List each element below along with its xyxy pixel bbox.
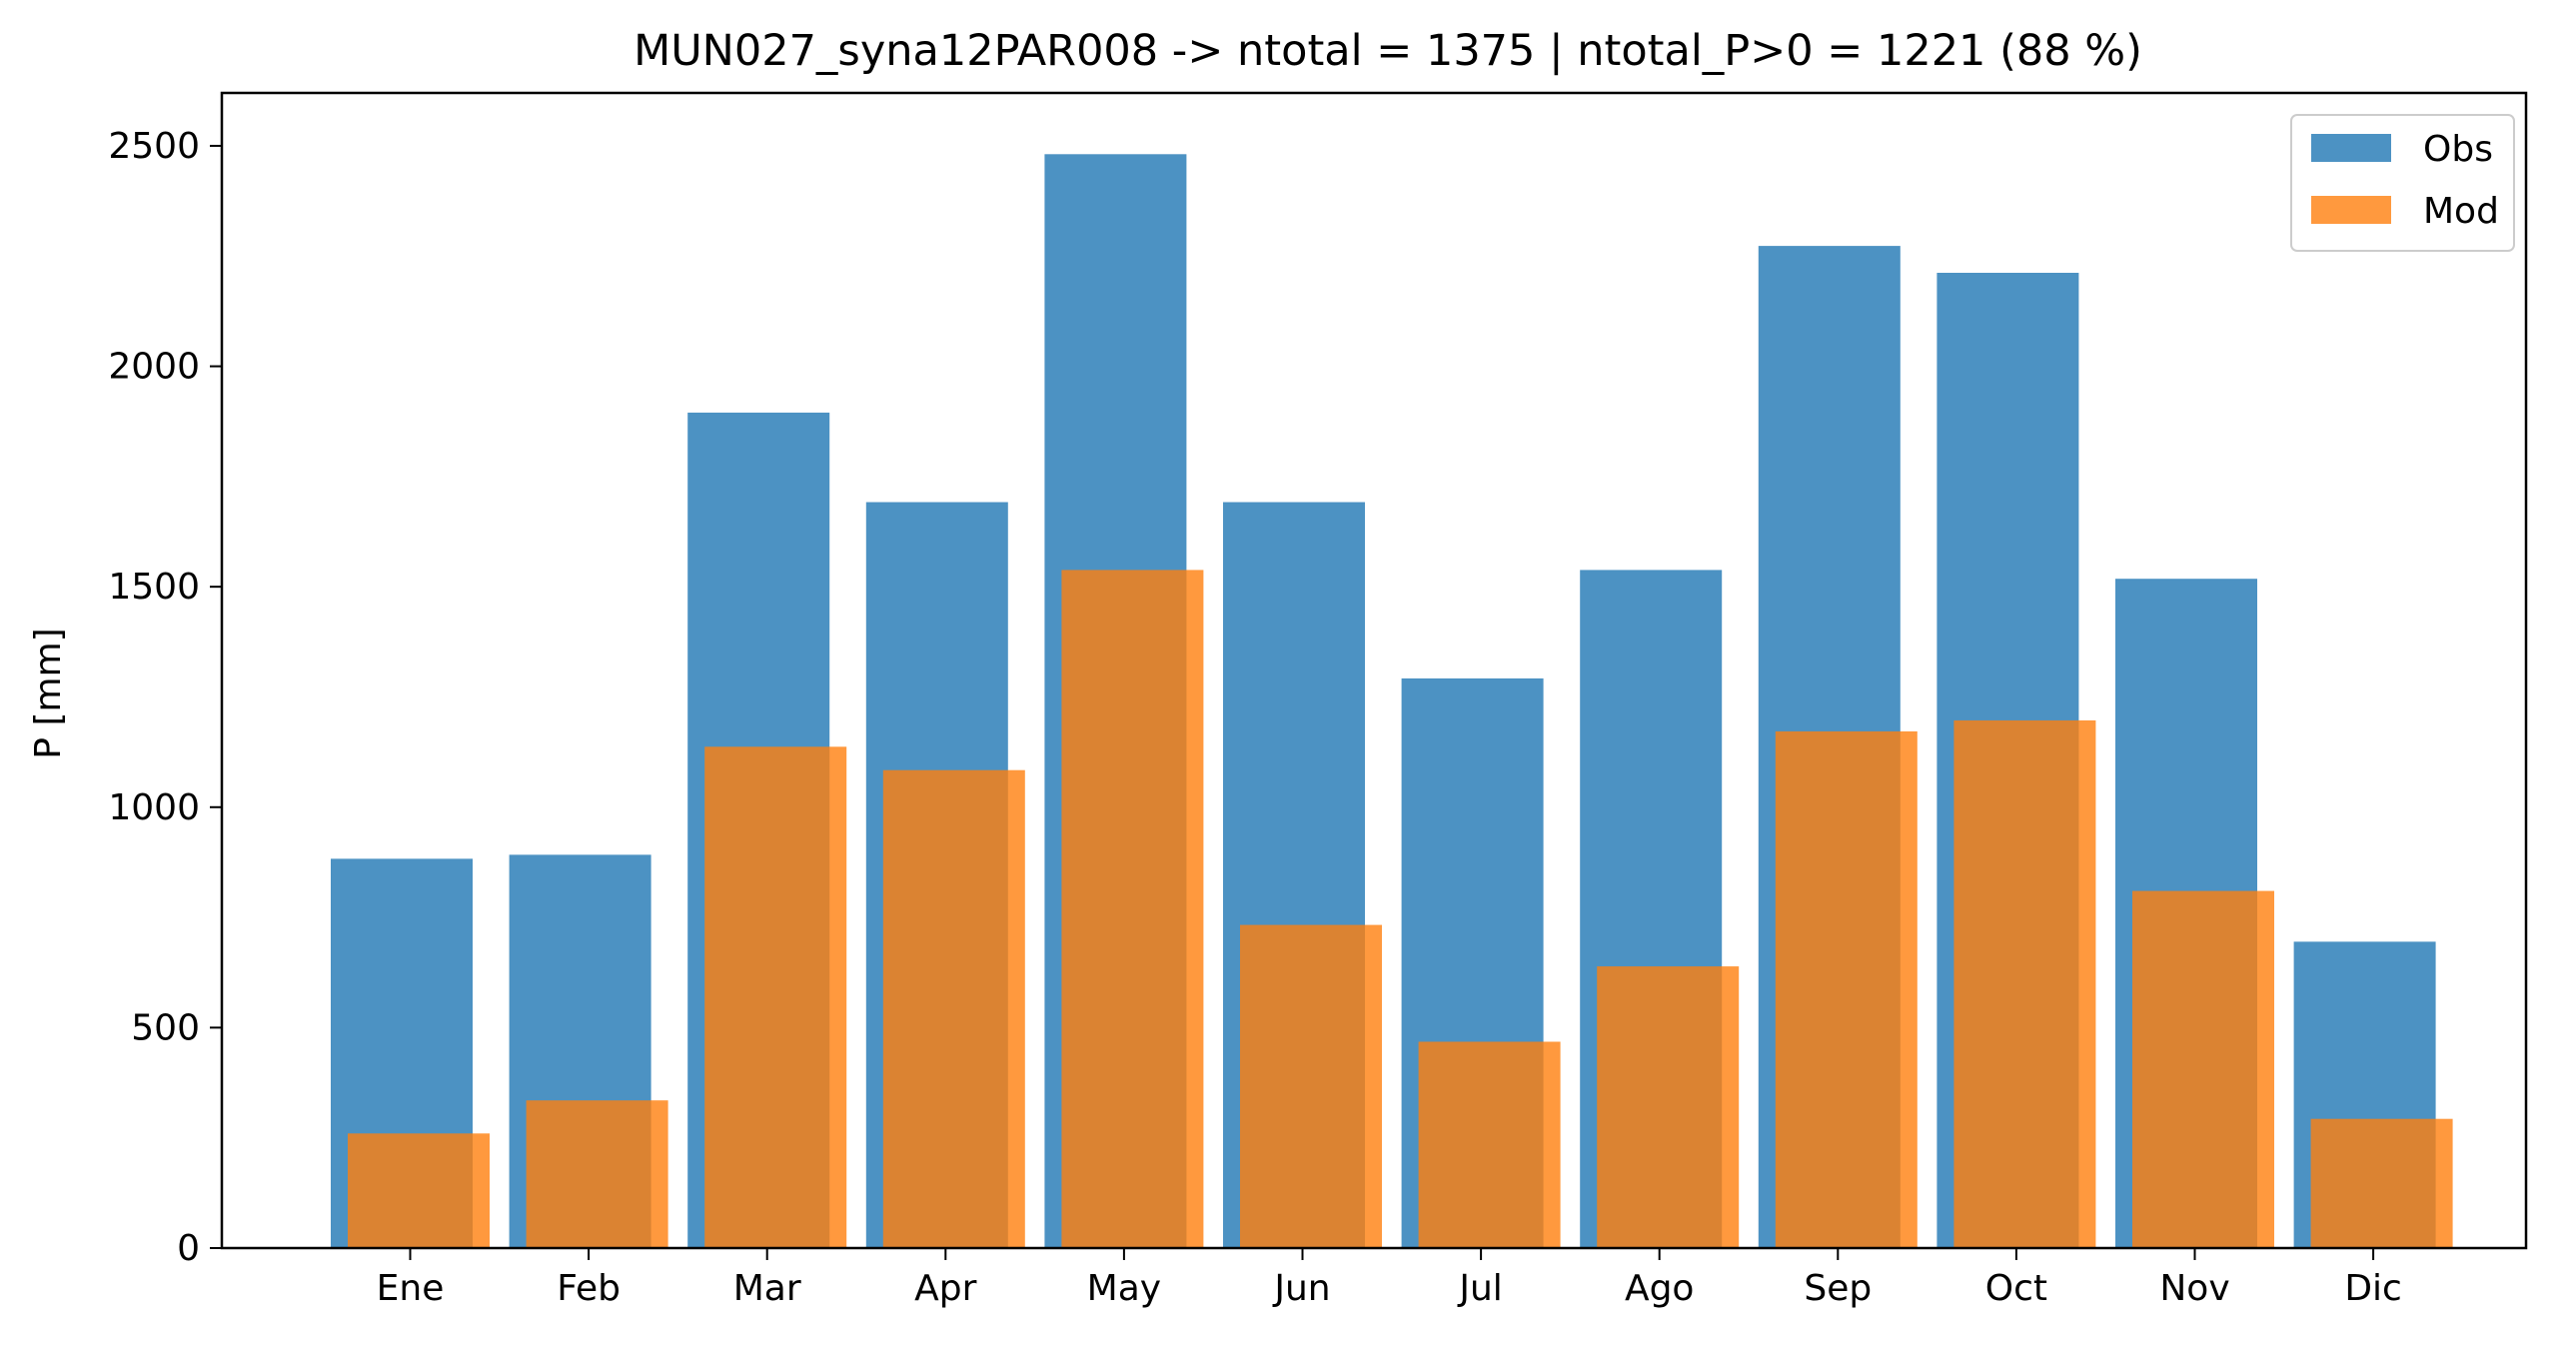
bar-mod-ene bbox=[348, 1133, 490, 1248]
bar-mod-sep bbox=[1775, 730, 1918, 1248]
bar-mod-feb bbox=[526, 1100, 668, 1248]
x-tick-label: Sep bbox=[1804, 1268, 1872, 1309]
x-tick-label: Oct bbox=[1985, 1268, 2047, 1309]
y-tick-label: 1500 bbox=[108, 567, 200, 608]
x-tick-label: Apr bbox=[914, 1268, 976, 1309]
bar-mod-apr bbox=[882, 769, 1025, 1248]
y-axis-ticks: 0 500 1000 1500 2000 2500 bbox=[108, 126, 222, 1269]
y-tick-label: 500 bbox=[131, 1007, 200, 1048]
legend-swatch-obs bbox=[2311, 134, 2391, 162]
legend: Obs Mod bbox=[2290, 114, 2515, 252]
x-tick-label: Nov bbox=[2159, 1268, 2229, 1309]
x-tick-label: Ago bbox=[1625, 1268, 1695, 1309]
x-tick-label: Jun bbox=[1272, 1268, 1330, 1309]
chart-title: MUN027_syna12PAR008 -> ntotal = 1375 | n… bbox=[634, 26, 2142, 76]
x-tick-label: Mar bbox=[733, 1268, 801, 1309]
plot-frame bbox=[220, 91, 2528, 1250]
x-tick-label: Jul bbox=[1457, 1268, 1502, 1309]
bars-group bbox=[331, 154, 2453, 1249]
bar-mod-dic bbox=[2310, 1118, 2453, 1248]
legend-label-obs: Obs bbox=[2423, 129, 2493, 170]
x-tick-label: May bbox=[1087, 1268, 1161, 1309]
bar-mod-mar bbox=[704, 746, 847, 1248]
y-tick-label: 0 bbox=[177, 1228, 200, 1269]
x-tick-label: Ene bbox=[377, 1268, 445, 1309]
y-axis-label: P [mm] bbox=[28, 628, 69, 758]
legend-label-mod: Mod bbox=[2423, 191, 2499, 232]
y-tick-label: 2500 bbox=[108, 126, 200, 167]
bar-mod-oct bbox=[1953, 719, 2096, 1248]
y-tick-label: 1000 bbox=[108, 787, 200, 828]
x-axis-ticks: Ene Feb Mar Apr May Jun Jul Ago Sep Oct Nov Dic bbox=[377, 1248, 2402, 1309]
x-tick-label: Dic bbox=[2344, 1268, 2402, 1309]
bar-mod-nov bbox=[2132, 890, 2274, 1248]
bar-mod-jul bbox=[1418, 1041, 1561, 1248]
bar-mod-jun bbox=[1240, 924, 1382, 1248]
bar-mod-may bbox=[1061, 570, 1204, 1248]
x-tick-label: Feb bbox=[557, 1268, 621, 1309]
bar-mod-ago bbox=[1597, 966, 1740, 1248]
y-tick-label: 2000 bbox=[108, 347, 200, 388]
legend-swatch-mod bbox=[2311, 196, 2391, 224]
